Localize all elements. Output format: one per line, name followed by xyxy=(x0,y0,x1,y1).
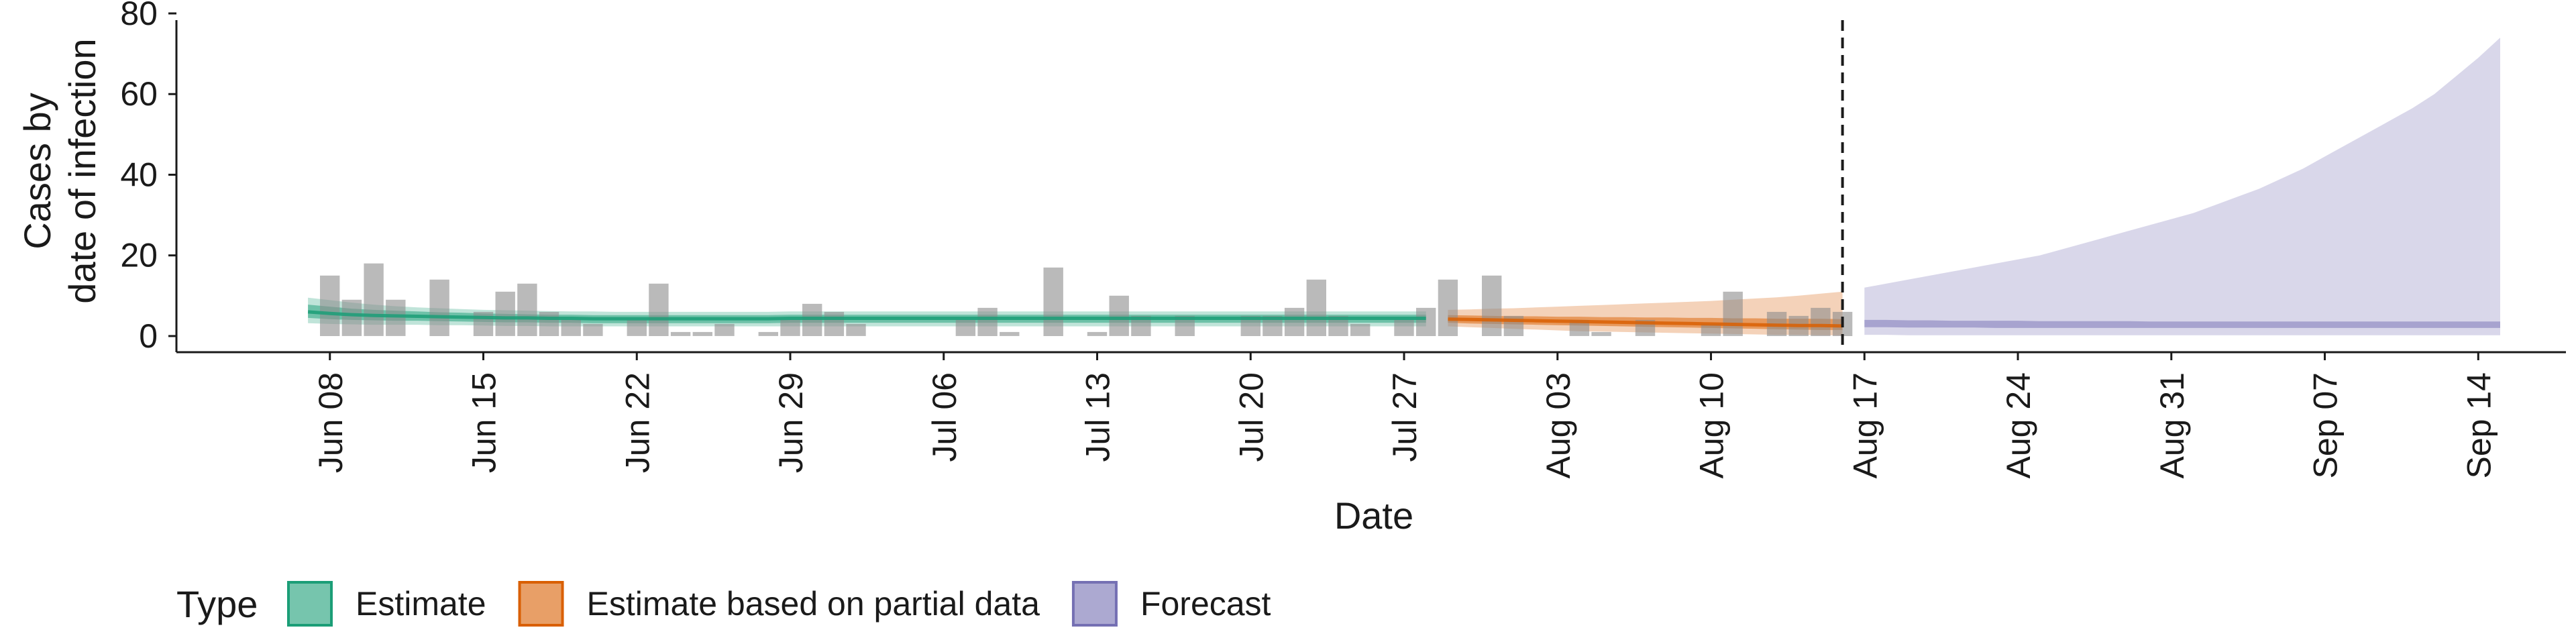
x-tick-label: Jul 06 xyxy=(926,372,963,462)
observed-cases-bar xyxy=(824,311,845,336)
x-tick-label: Aug 10 xyxy=(1693,372,1731,478)
median-lines-layer xyxy=(307,310,1843,328)
observed-cases-bar xyxy=(517,283,537,336)
x-tick-label: Aug 31 xyxy=(2153,372,2191,478)
observed-cases-bar xyxy=(758,331,778,336)
x-tick-label: Jun 22 xyxy=(619,372,656,473)
observed-cases-bar xyxy=(583,323,603,336)
x-tick-label: Aug 03 xyxy=(1540,372,1577,478)
y-tick-label: 20 xyxy=(120,237,158,274)
observed-cases-bar xyxy=(1482,275,1502,336)
observed-cases-bar xyxy=(627,319,647,336)
forecast-inner-band xyxy=(1864,319,2500,328)
x-tick-label: Jun 08 xyxy=(312,372,350,473)
observed-cases-bar xyxy=(341,299,362,336)
observed-cases-bar xyxy=(1591,331,1611,336)
axes xyxy=(175,20,2566,354)
observed-cases-bar xyxy=(1394,319,1414,336)
observed-cases-bar xyxy=(977,307,998,336)
observed-cases-bar xyxy=(1811,307,1831,336)
y-tick-label: 0 xyxy=(139,317,158,355)
x-tick-label: Jul 13 xyxy=(1079,372,1117,462)
legend-key-forecast xyxy=(1071,581,1118,627)
observed-cases-bar xyxy=(1306,279,1326,336)
ribbons-layer xyxy=(308,38,2500,335)
observed-cases-bar xyxy=(1723,291,1743,336)
y-axis-title-line-2: date of infection xyxy=(61,38,103,303)
x-tick-label: Jun 15 xyxy=(466,372,503,473)
x-tick-label: Aug 17 xyxy=(1846,372,1884,478)
x-tick-label: Aug 24 xyxy=(2000,372,2037,478)
observed-cases-bar xyxy=(670,331,691,336)
observed-cases-bar xyxy=(1416,307,1436,336)
x-tick-label: Sep 07 xyxy=(2307,372,2345,478)
y-tick-label: 80 xyxy=(120,0,158,32)
observed-cases-bar xyxy=(473,311,494,336)
observed-cases-bars xyxy=(320,263,1853,336)
legend-label-forecast: Forecast xyxy=(1140,585,1271,623)
observed-cases-bar xyxy=(1350,323,1371,336)
legend-label-estimate-based-on-partial-data: Estimate based on partial data xyxy=(587,585,1040,623)
legend-key-estimate xyxy=(287,581,333,627)
y-axis-title: Cases by date of infection xyxy=(16,38,103,303)
observed-cases-bar xyxy=(495,291,515,336)
estimate-based-on-partial-data-median-line xyxy=(1448,317,1843,328)
legend: Type Estimate Estimate based on partial d… xyxy=(176,581,1271,627)
observed-cases-bar xyxy=(1000,331,1020,336)
observed-cases-bar xyxy=(429,279,449,336)
observed-cases-bar xyxy=(1087,331,1108,336)
legend-key-estimate-based-on-partial-data xyxy=(518,581,564,627)
x-tick-label: Jul 27 xyxy=(1386,372,1424,462)
observed-cases-bar xyxy=(692,331,712,336)
y-tick-label: 60 xyxy=(120,75,158,113)
x-tick-label: Jul 20 xyxy=(1232,372,1270,462)
observed-cases-bar xyxy=(649,283,669,336)
x-axis-title: Date xyxy=(1334,494,1413,537)
x-tick-label: Jun 29 xyxy=(772,372,810,473)
y-tick-label: 40 xyxy=(120,156,158,193)
observed-cases-bar xyxy=(320,275,340,336)
estimate-median-line xyxy=(307,310,1426,321)
observed-cases-bar xyxy=(386,299,406,336)
observed-cases-bar xyxy=(1438,279,1458,336)
observed-cases-bar xyxy=(780,319,800,336)
x-axis-ticks: Jun 08 Jun 15 Jun 22 Jun 29 Jul 06 Jul 13 Jul … xyxy=(312,352,2498,478)
x-tick-label: Sep 14 xyxy=(2460,372,2498,478)
y-axis-title-line-1: Cases by xyxy=(16,93,58,249)
observed-cases-bar xyxy=(364,263,384,336)
observed-cases-bar xyxy=(1284,307,1305,336)
observed-cases-bar xyxy=(1701,323,1721,336)
y-axis-ticks: 0 20 40 60 80 xyxy=(120,0,176,355)
observed-cases-bar xyxy=(1043,267,1063,336)
observed-cases-bar xyxy=(1109,295,1129,336)
forecast-outer-band xyxy=(1864,38,2500,335)
legend-label-estimate: Estimate xyxy=(356,585,486,623)
observed-cases-bar xyxy=(846,323,866,336)
observed-cases-bar xyxy=(539,311,559,336)
observed-cases-bar xyxy=(955,319,976,336)
legend-title: Type xyxy=(176,583,258,625)
observed-cases-bar xyxy=(714,323,735,336)
observed-cases-bar xyxy=(561,319,581,336)
